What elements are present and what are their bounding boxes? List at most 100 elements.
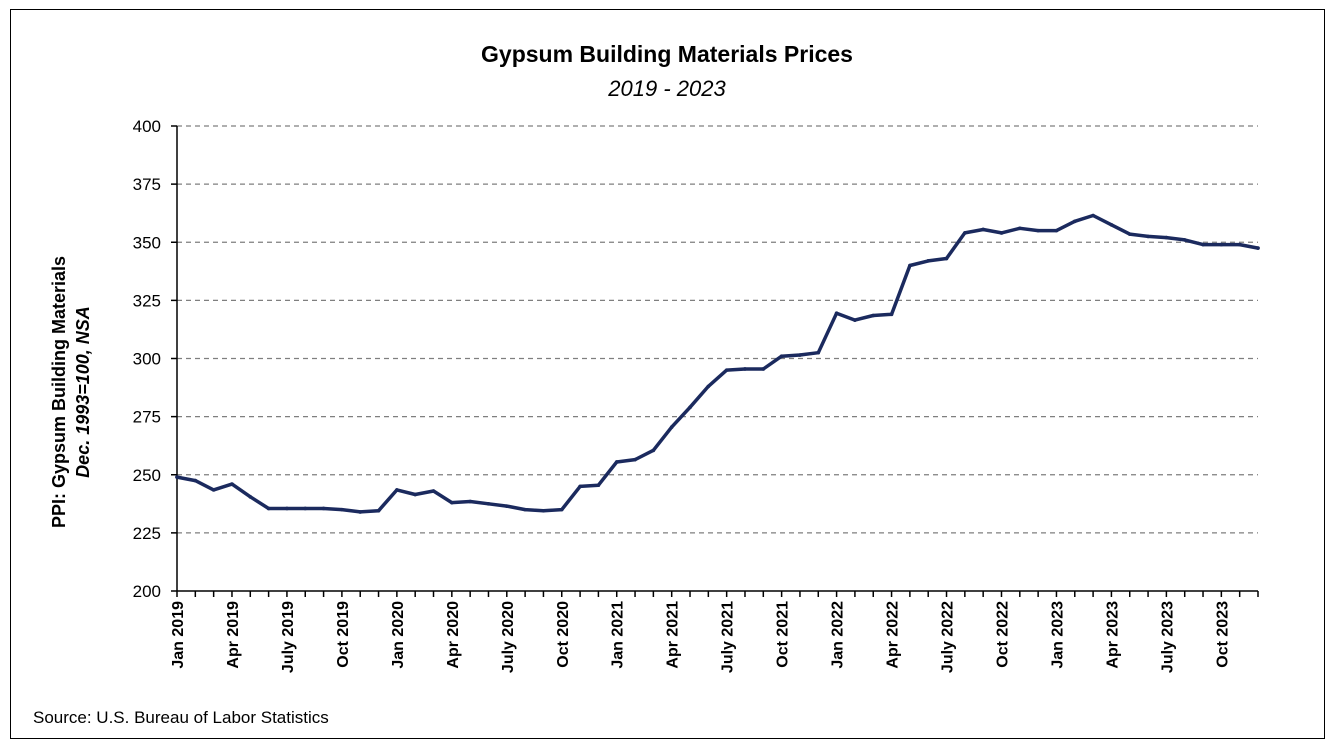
data-point bbox=[285, 506, 289, 511]
data-point bbox=[1164, 235, 1169, 240]
x-tick-label: Jan 2023 bbox=[1049, 601, 1066, 669]
data-point bbox=[761, 367, 766, 371]
data-point bbox=[1127, 232, 1132, 236]
data-point bbox=[853, 318, 857, 322]
y-axis-sublabel: Dec. 1993=100, NSA bbox=[73, 306, 93, 478]
data-point bbox=[321, 506, 326, 511]
data-point bbox=[303, 506, 308, 511]
data-point bbox=[1054, 228, 1059, 233]
data-point bbox=[1256, 246, 1260, 250]
x-tick-label: Jan 2021 bbox=[610, 601, 627, 669]
y-tick-label: 250 bbox=[133, 466, 161, 485]
chart-title: Gypsum Building Materials Prices bbox=[481, 41, 853, 67]
x-tick-label: Apr 2020 bbox=[445, 601, 462, 669]
x-tick-label: Apr 2022 bbox=[885, 601, 902, 669]
data-point bbox=[706, 384, 711, 389]
data-point bbox=[230, 482, 234, 486]
x-tick-label: July 2020 bbox=[500, 601, 517, 673]
data-point bbox=[486, 502, 491, 506]
y-tick-label: 275 bbox=[133, 408, 161, 427]
data-point bbox=[578, 484, 582, 489]
data-point bbox=[651, 448, 656, 453]
data-point bbox=[926, 259, 931, 263]
y-axis-label: PPI: Gypsum Building Materials bbox=[49, 256, 69, 528]
series bbox=[175, 213, 1260, 514]
data-point bbox=[614, 460, 619, 464]
chart: Gypsum Building Materials Prices 2019 - … bbox=[33, 41, 1260, 727]
data-point bbox=[376, 508, 381, 513]
x-tick-label: Jan 2020 bbox=[390, 601, 407, 669]
x-tick-label: Apr 2023 bbox=[1104, 601, 1121, 669]
data-point bbox=[779, 354, 784, 358]
x-tick-label: Jan 2022 bbox=[830, 601, 847, 669]
data-point bbox=[963, 231, 967, 235]
x-tick-label: Oct 2019 bbox=[335, 601, 352, 668]
x-tick-label: Apr 2021 bbox=[665, 601, 682, 669]
axes bbox=[171, 125, 1259, 597]
data-point bbox=[834, 311, 839, 315]
data-point bbox=[1182, 238, 1187, 242]
data-point bbox=[871, 313, 876, 318]
y-tick-label: 200 bbox=[133, 582, 161, 601]
y-tick-label: 350 bbox=[133, 233, 161, 252]
y-tick-label: 225 bbox=[133, 524, 161, 543]
data-point bbox=[431, 489, 436, 493]
chart-frame: Gypsum Building Materials Prices 2019 - … bbox=[10, 9, 1325, 739]
data-point bbox=[981, 227, 985, 232]
x-tick-label: Oct 2023 bbox=[1214, 601, 1231, 668]
data-point bbox=[798, 353, 802, 357]
y-tick-labels: 200 225 250 275 300 325 350 375 400 bbox=[133, 117, 161, 601]
data-point bbox=[559, 507, 564, 512]
data-point bbox=[1018, 226, 1022, 231]
data-point bbox=[743, 367, 747, 371]
data-point bbox=[358, 510, 363, 514]
data-point bbox=[211, 488, 216, 492]
data-point bbox=[944, 256, 949, 261]
data-point bbox=[1237, 242, 1242, 247]
data-point bbox=[175, 475, 179, 479]
x-tick-label: July 2021 bbox=[720, 601, 737, 673]
data-point bbox=[504, 504, 509, 508]
data-point bbox=[523, 507, 527, 512]
data-point bbox=[596, 483, 601, 488]
data-point bbox=[1109, 223, 1114, 227]
data-point bbox=[395, 488, 399, 492]
data-point bbox=[816, 350, 821, 355]
y-tick-label: 400 bbox=[133, 117, 161, 136]
y-tick-label: 325 bbox=[133, 291, 161, 310]
series-line bbox=[175, 213, 1260, 514]
data-point bbox=[1091, 213, 1095, 218]
data-point bbox=[688, 405, 692, 410]
data-point bbox=[1146, 234, 1150, 239]
data-point bbox=[541, 508, 546, 513]
y-tick-label: 300 bbox=[133, 350, 161, 369]
data-point bbox=[1201, 242, 1205, 247]
x-tick-labels: Jan 2019 Apr 2019 July 2019 Oct 2019 Jan 202… bbox=[170, 601, 1231, 673]
chart-subtitle: 2019 - 2023 bbox=[607, 76, 726, 101]
x-tick-label: Apr 2019 bbox=[225, 601, 242, 669]
data-point bbox=[413, 492, 417, 497]
x-tick-label: Oct 2022 bbox=[994, 601, 1011, 668]
x-tick-label: Jan 2019 bbox=[170, 601, 187, 669]
data-point bbox=[1219, 242, 1224, 247]
data-point bbox=[669, 425, 674, 429]
data-point bbox=[1036, 228, 1040, 233]
x-tick-label: July 2019 bbox=[280, 601, 297, 673]
data-point bbox=[450, 500, 454, 505]
source-note: Source: U.S. Bureau of Labor Statistics bbox=[33, 708, 329, 727]
data-point bbox=[889, 312, 894, 317]
y-tick-label: 375 bbox=[133, 175, 161, 194]
data-point bbox=[999, 231, 1004, 235]
data-point bbox=[193, 478, 198, 483]
data-point bbox=[248, 495, 253, 499]
data-point bbox=[908, 263, 912, 268]
data-point bbox=[266, 506, 271, 511]
x-tick-label: Oct 2020 bbox=[555, 601, 572, 668]
data-point bbox=[468, 499, 472, 504]
x-tick-label: July 2023 bbox=[1159, 601, 1176, 673]
gridlines bbox=[177, 125, 1258, 534]
data-point bbox=[633, 457, 637, 462]
data-point bbox=[340, 507, 344, 512]
data-point bbox=[1072, 219, 1077, 224]
data-point bbox=[724, 368, 729, 372]
